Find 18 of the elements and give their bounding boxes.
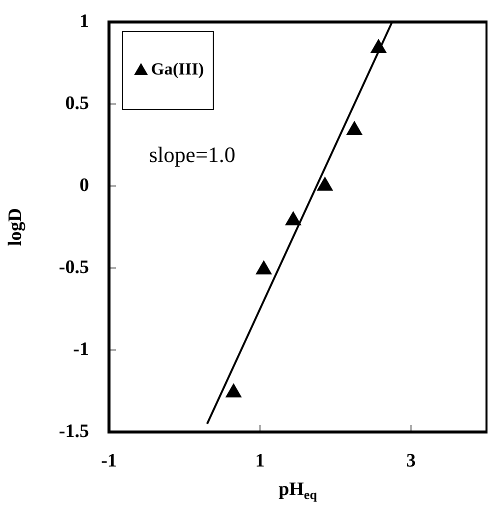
point (284, 210, 302, 226)
y-tick-label: 1 (80, 10, 89, 32)
y-tick-label: 0 (80, 174, 89, 196)
y-tick-label: -1.5 (58, 420, 89, 442)
annotation: slope=1.0 (149, 142, 236, 167)
x-tick-label: -1 (101, 450, 117, 472)
x-tick-label: 1 (255, 450, 265, 472)
point (346, 120, 363, 135)
y-tick-label: 0.5 (65, 92, 89, 114)
point (316, 176, 334, 191)
y-tick-label: -1 (73, 338, 89, 360)
point (225, 383, 242, 398)
point (256, 260, 272, 274)
y-tick-label: -0.5 (58, 256, 89, 278)
legend-label: Ga(III) (151, 59, 204, 78)
x-tick-label: 3 (406, 450, 416, 472)
point (370, 38, 387, 53)
y-axis-title: logD (4, 208, 26, 246)
